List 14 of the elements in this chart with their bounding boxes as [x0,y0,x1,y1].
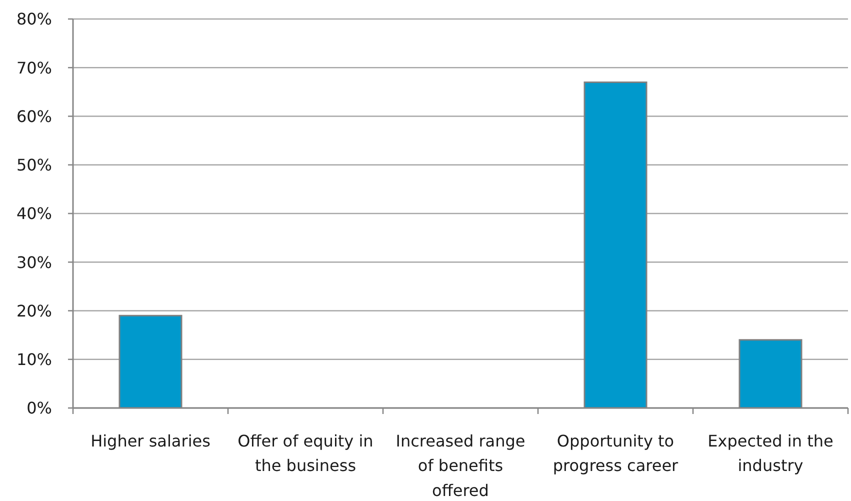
y-tick-label: 20% [16,301,52,320]
x-tick-label: Increased range of benefits offered [396,431,526,500]
y-tick-label: 50% [16,156,52,175]
y-tick-label: 60% [16,106,52,126]
x-tick-label: Offer of equity in the business [238,431,374,476]
x-tick-label: Higher salaries [90,431,210,450]
x-tick-label: Expected in the industry [708,431,834,476]
y-tick-label: 10% [16,350,52,370]
y-tick-label: 70% [16,58,52,78]
y-tick-label: 80% [16,10,52,29]
x-tick-label: Opportunity to progress career [552,431,679,476]
y-tick-label: 30% [16,252,52,272]
y-tick-label: 40% [16,204,52,224]
y-tick-label: 0% [26,398,52,418]
